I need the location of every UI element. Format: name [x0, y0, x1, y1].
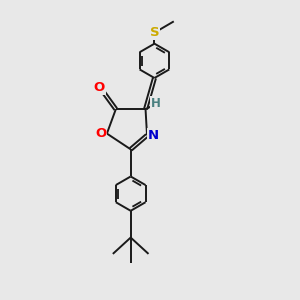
Text: O: O	[94, 81, 105, 94]
Text: S: S	[150, 26, 159, 39]
Text: O: O	[95, 127, 106, 140]
Text: N: N	[147, 129, 158, 142]
Text: H: H	[151, 97, 161, 110]
